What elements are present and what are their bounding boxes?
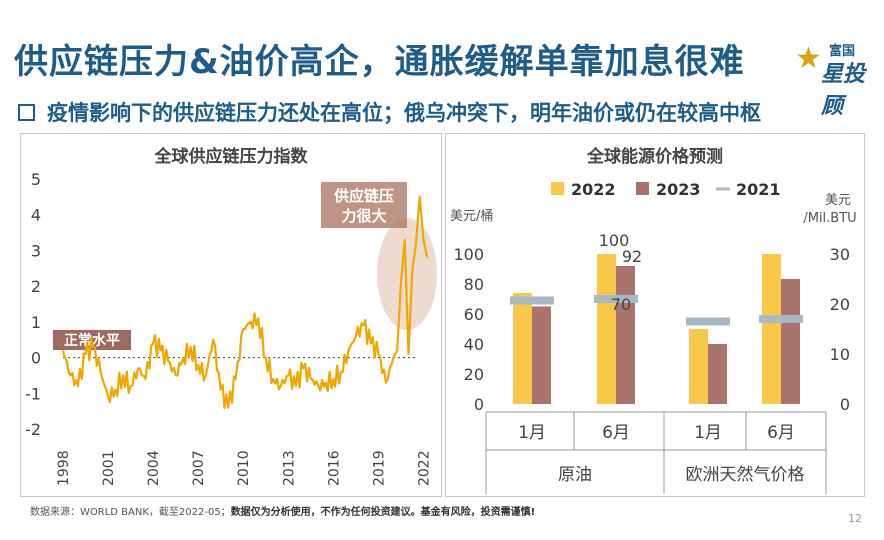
supply-chain-chart-panel: 全球供应链压力指数 -2 -1 0 1 2 3 4 5 1998 2001 2004 2007 201… (20, 133, 442, 497)
y-tick-label: 5 (31, 170, 41, 189)
y-tick-label: -1 (25, 384, 41, 403)
x-category-label: 6月 (767, 423, 795, 443)
left-axis-tick: 80 (464, 275, 484, 294)
legend-swatch (551, 182, 564, 195)
bar-2023 (781, 279, 800, 404)
left-axis-unit: 美元/桶 (450, 209, 493, 224)
x-tick-label: 2019 (371, 450, 387, 486)
supply-chain-chart: 全球供应链压力指数 -2 -1 0 1 2 3 4 5 1998 2001 2004 2007 201… (25, 146, 437, 486)
marker-2021 (510, 296, 554, 305)
right-axis-tick: 0 (840, 395, 850, 414)
logo-text-main: 星投顾 (821, 62, 866, 119)
bar-2023 (616, 266, 635, 404)
marker-2021 (759, 315, 803, 323)
x-tick-label: 2004 (146, 450, 162, 486)
chart1-title: 全球供应链压力指数 (154, 146, 309, 167)
page-subtitle: 疫情影响下的供应链压力还处在高位；俄乌冲突下，明年油价或仍在较高中枢 (18, 97, 761, 127)
x-group-label: 欧洲天然气价格 (686, 465, 805, 485)
chart2-title: 全球能源价格预测 (586, 146, 723, 167)
bar-2022 (689, 329, 708, 404)
square-bullet-icon (18, 103, 35, 121)
star-icon: ★ (795, 41, 822, 76)
y-tick-label: 4 (31, 206, 41, 225)
x-group-label: 原油 (558, 465, 592, 485)
subtitle-text: 疫情影响下的供应链压力还处在高位；俄乌冲突下，明年油价或仍在较高中枢 (47, 101, 761, 125)
annotation-label-bg (321, 182, 407, 228)
left-axis-tick: 40 (464, 335, 484, 354)
bar-2022 (762, 254, 781, 404)
x-tick-label: 2010 (236, 450, 252, 486)
right-axis-unit-line1: 美元 (825, 193, 851, 208)
right-axis-tick: 30 (830, 245, 850, 264)
right-axis-tick: 20 (830, 295, 850, 314)
pressure-highlight-ellipse (377, 218, 437, 330)
x-tick-label: 2016 (326, 450, 342, 486)
x-tick-label: 1998 (56, 450, 72, 486)
left-axis-tick: 0 (474, 395, 484, 414)
data-label: 100 (599, 231, 630, 250)
legend-label: 2021 (736, 180, 781, 199)
y-tick-label: 2 (31, 277, 41, 296)
y-tick-label: 0 (31, 349, 41, 368)
brand-logo: ★ 富国 星投顾 (795, 40, 875, 120)
y-tick-label: 1 (31, 313, 41, 332)
energy-price-chart: 全球能源价格预测 2022 2023 2021 美元/桶 美元 /Mil.BTU 0… (450, 146, 857, 494)
page-number: 12 (848, 512, 862, 525)
annotation-label-line2: 力很大 (341, 207, 386, 225)
y-tick-label: 3 (31, 241, 41, 260)
energy-price-chart-panel: 全球能源价格预测 2022 2023 2021 美元/桶 美元 /Mil.BTU 0… (445, 133, 865, 497)
data-label: 70 (611, 295, 631, 314)
right-axis-unit-line2: /Mil.BTU (803, 211, 856, 226)
right-axis-tick: 10 (830, 345, 850, 364)
left-axis-tick: 20 (464, 365, 484, 384)
annotation-label-line1: 供应链压 (333, 187, 394, 205)
marker-2021 (686, 317, 730, 326)
marker-2021 (594, 295, 638, 303)
legend-label: 2022 (571, 180, 616, 199)
x-category-label: 1月 (694, 423, 722, 443)
footer-source: 数据来源：WORLD BANK，截至2022-05； (30, 507, 231, 518)
legend-swatch (636, 182, 649, 195)
legend-label: 2023 (656, 180, 701, 199)
x-tick-label: 2022 (416, 450, 432, 486)
bar-2023 (532, 306, 551, 404)
y-tick-label: -2 (25, 420, 41, 439)
left-axis-tick: 100 (453, 245, 484, 264)
x-tick-label: 2007 (191, 450, 207, 486)
x-tick-label: 2001 (101, 450, 117, 486)
supply-chain-index-line (61, 195, 429, 410)
page-title: 供应链压力&油价高企，通胀缓解单靠加息很难 (14, 42, 745, 82)
bar-2022 (513, 293, 532, 404)
footer-disclaimer: 数据仅为分析使用，不作为任何投资建议。基金有风险，投资需谨慎! (230, 507, 536, 518)
x-category-label: 6月 (602, 423, 630, 443)
bar-2022 (597, 254, 616, 404)
footer-note: 数据来源：WORLD BANK，截至2022-05；数据仅为分析使用，不作为任何… (30, 503, 535, 518)
left-axis-tick: 60 (464, 305, 484, 324)
data-label: 92 (622, 247, 642, 266)
x-category-label: 1月 (518, 423, 546, 443)
x-tick-label: 2013 (281, 450, 297, 486)
bar-2023 (708, 344, 727, 404)
logo-text-top: 富国 (829, 44, 856, 59)
